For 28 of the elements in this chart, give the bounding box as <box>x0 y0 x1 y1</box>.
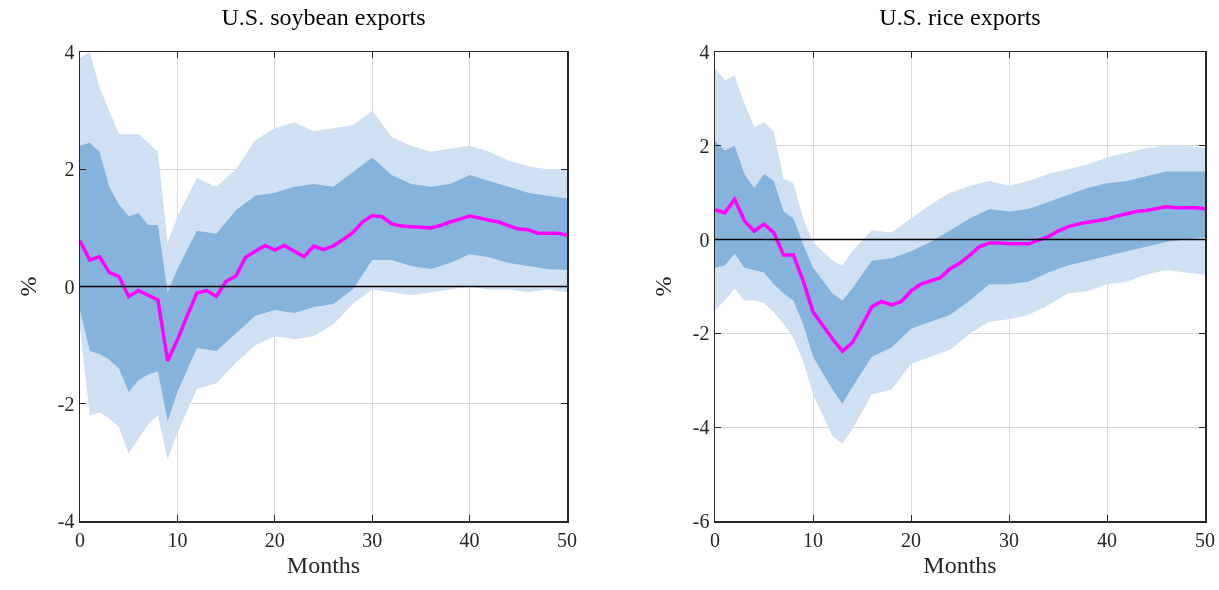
y-tick-label: 0 <box>699 228 710 251</box>
y-tick-label: 2 <box>64 158 75 181</box>
x-tick-label: 40 <box>1097 528 1117 551</box>
x-axis-title: Months <box>286 551 361 578</box>
x-tick-label: 30 <box>362 528 383 551</box>
y-tick-label: -4 <box>692 416 710 439</box>
y-tick-label: -2 <box>57 392 75 415</box>
y-tick-label: -6 <box>692 510 710 532</box>
x-tick-label: 50 <box>1195 528 1215 551</box>
x-tick-label: 30 <box>999 528 1019 551</box>
y-axis-title: % <box>650 276 677 297</box>
chart-title: U.S. rice exports <box>879 3 1041 30</box>
line-series <box>80 213 567 363</box>
y-tick-label: 4 <box>699 41 710 63</box>
x-tick-label: 20 <box>901 528 921 551</box>
y-tick-label: 0 <box>64 275 75 298</box>
x-tick-label: 40 <box>459 528 480 551</box>
x-tick-label: 10 <box>167 528 188 551</box>
x-tick-label: 10 <box>803 528 823 551</box>
x-axis-title: Months <box>923 551 997 578</box>
y-tick-label: 4 <box>64 41 75 63</box>
y-tick-label: -2 <box>692 322 710 345</box>
y-tick-label: -4 <box>57 510 75 532</box>
y-axis-title: % <box>15 276 42 297</box>
chart-title: U.S. soybean exports <box>221 3 426 30</box>
x-tick-label: 20 <box>264 528 285 551</box>
y-tick-label: 2 <box>699 134 710 157</box>
x-tick-label: 50 <box>557 528 577 551</box>
